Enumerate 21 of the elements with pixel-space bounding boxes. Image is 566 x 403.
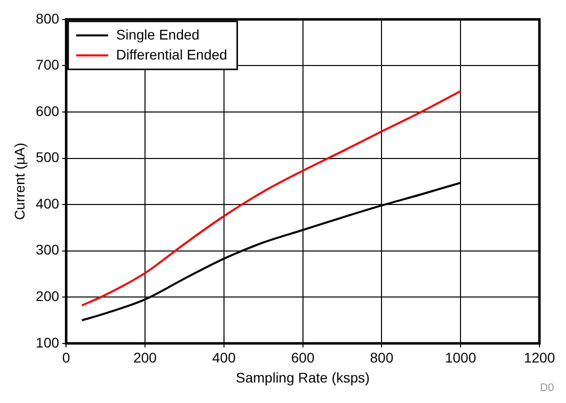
legend-label: Differential Ended	[116, 46, 228, 62]
line-series	[80, 90, 462, 306]
text: D0	[540, 382, 554, 394]
x-tick-label: 1200	[524, 350, 556, 366]
y-tick-label: 600	[36, 102, 60, 119]
x-axis-title: Sampling Rate (ksps)	[236, 369, 370, 386]
legend-label: Single Ended	[116, 26, 200, 42]
x-tick-label: 800	[370, 350, 394, 366]
y-tick-label: 500	[36, 149, 60, 166]
x-tick-label: 600	[291, 350, 315, 366]
y-tick-label: 200	[36, 288, 60, 304]
y-axis-title: Current (µA)	[11, 142, 28, 220]
y-tick-label: 400	[36, 195, 60, 212]
x-tick-label: 1000	[444, 350, 476, 366]
x-tick-label: 400	[212, 350, 236, 366]
y-tick-label: 700	[36, 56, 60, 73]
x-tick-label: 200	[133, 350, 157, 366]
y-tick-label: 800	[36, 10, 60, 26]
y-tick-label: 100	[36, 334, 60, 350]
x-tick-label: 0	[62, 350, 70, 366]
y-tick-label: 300	[36, 242, 60, 258]
